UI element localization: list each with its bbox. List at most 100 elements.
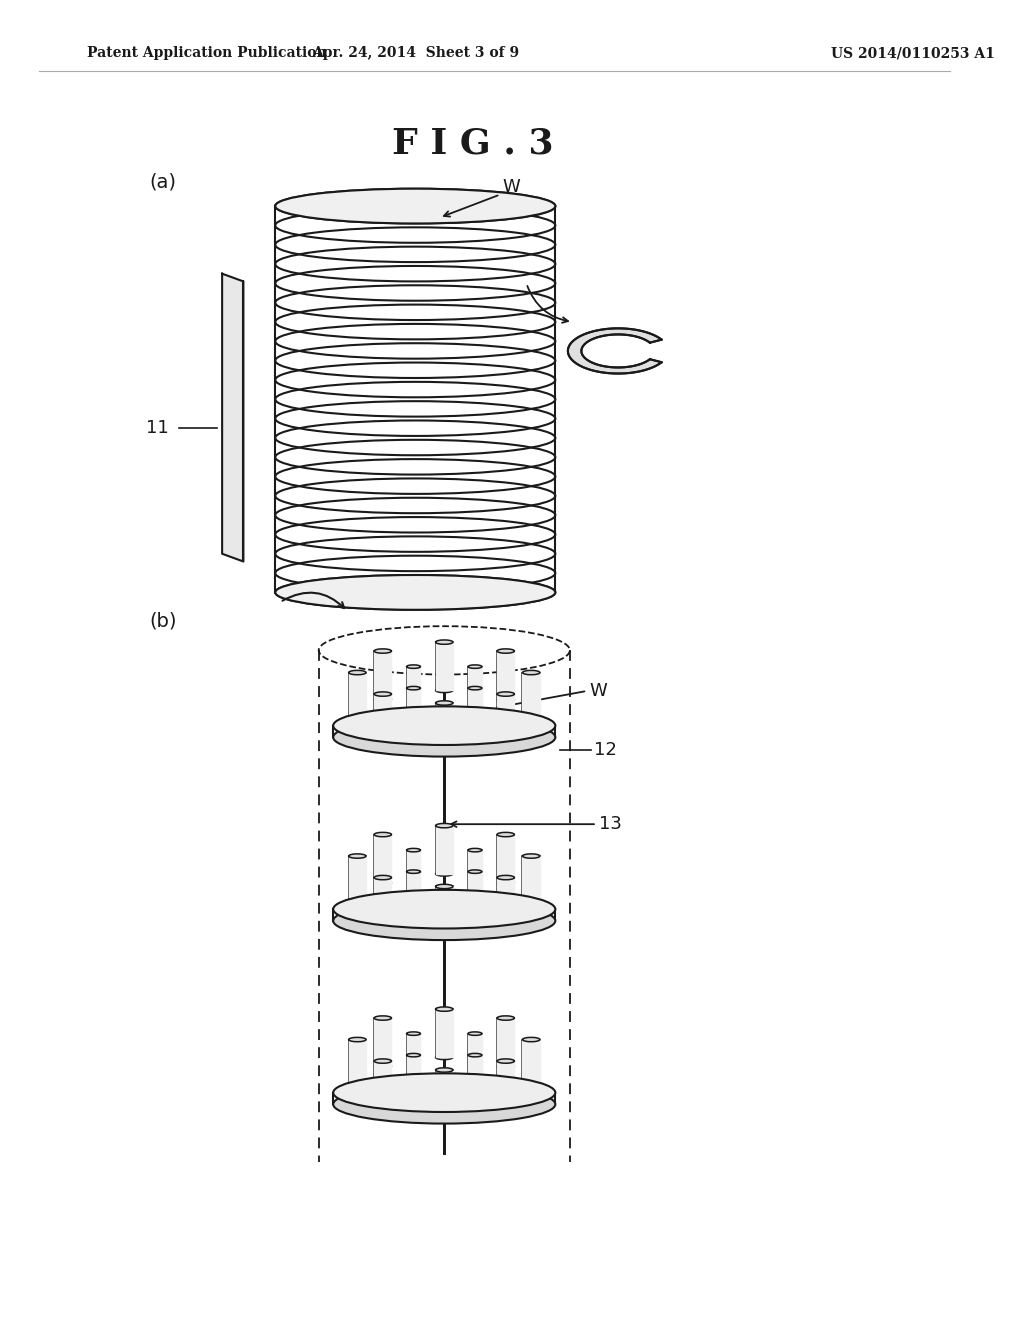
Ellipse shape [348,1085,366,1090]
Ellipse shape [522,902,540,907]
Polygon shape [222,273,244,561]
Polygon shape [468,688,482,731]
Ellipse shape [435,688,453,693]
Ellipse shape [435,640,453,644]
Ellipse shape [435,871,453,876]
Ellipse shape [407,1097,421,1101]
Polygon shape [497,834,514,883]
Ellipse shape [497,880,514,884]
Polygon shape [568,329,662,374]
Text: 13: 13 [599,816,622,833]
Ellipse shape [435,1007,453,1011]
Ellipse shape [468,1097,482,1101]
Ellipse shape [407,870,421,874]
Ellipse shape [407,1032,421,1035]
Text: (b): (b) [150,612,177,631]
Polygon shape [497,1061,514,1109]
Ellipse shape [333,902,555,940]
Ellipse shape [435,933,453,937]
Ellipse shape [435,1055,453,1060]
Polygon shape [348,857,366,904]
Ellipse shape [374,1064,391,1068]
Ellipse shape [497,692,514,696]
Text: Apr. 24, 2014  Sheet 3 of 9: Apr. 24, 2014 Sheet 3 of 9 [311,46,519,61]
Ellipse shape [522,1085,540,1090]
Ellipse shape [468,730,482,734]
Polygon shape [468,1034,482,1077]
Ellipse shape [374,833,391,837]
Polygon shape [407,1034,421,1077]
Ellipse shape [348,671,366,675]
Ellipse shape [522,1038,540,1041]
Ellipse shape [497,1107,514,1111]
Ellipse shape [435,884,453,888]
Ellipse shape [374,741,391,744]
Ellipse shape [374,880,391,884]
Ellipse shape [522,718,540,723]
Polygon shape [468,667,482,710]
Text: 11: 11 [146,420,169,437]
Polygon shape [522,857,540,904]
Ellipse shape [374,1059,391,1063]
Polygon shape [435,825,453,874]
Polygon shape [522,673,540,721]
Polygon shape [374,1018,391,1067]
Ellipse shape [374,924,391,928]
Ellipse shape [275,189,555,223]
Ellipse shape [407,1076,421,1078]
Ellipse shape [407,665,421,668]
Polygon shape [407,871,421,915]
Ellipse shape [468,870,482,874]
Polygon shape [407,667,421,710]
Ellipse shape [497,697,514,701]
Ellipse shape [333,1085,555,1123]
Polygon shape [468,1055,482,1098]
Ellipse shape [348,854,366,858]
Ellipse shape [468,1032,482,1035]
Ellipse shape [333,890,555,928]
Ellipse shape [374,1107,391,1111]
Polygon shape [374,1061,391,1109]
Polygon shape [497,1018,514,1067]
Polygon shape [522,1040,540,1088]
Polygon shape [435,1008,453,1057]
Ellipse shape [374,875,391,879]
Ellipse shape [497,1016,514,1020]
Ellipse shape [374,697,391,701]
Polygon shape [497,694,514,742]
Text: 12: 12 [594,741,616,759]
Ellipse shape [439,664,450,669]
Polygon shape [468,850,482,894]
Ellipse shape [407,730,421,734]
Ellipse shape [468,686,482,690]
Ellipse shape [348,718,366,723]
Ellipse shape [468,1076,482,1078]
Ellipse shape [497,1064,514,1068]
Ellipse shape [497,833,514,837]
Ellipse shape [407,686,421,690]
Ellipse shape [435,1117,453,1121]
Text: Patent Application Publication: Patent Application Publication [87,46,327,61]
Polygon shape [497,651,514,700]
Polygon shape [497,878,514,925]
Ellipse shape [348,902,366,907]
Ellipse shape [468,913,482,917]
Ellipse shape [333,718,555,756]
Ellipse shape [435,748,453,754]
Ellipse shape [407,1053,421,1057]
Polygon shape [374,878,391,925]
Polygon shape [435,1071,453,1118]
Ellipse shape [497,741,514,744]
Text: W: W [502,178,520,195]
Polygon shape [407,850,421,894]
Polygon shape [348,673,366,721]
Polygon shape [407,1055,421,1098]
Ellipse shape [522,854,540,858]
Polygon shape [468,871,482,915]
Ellipse shape [497,1059,514,1063]
Ellipse shape [374,1016,391,1020]
Ellipse shape [468,1053,482,1057]
Ellipse shape [435,824,453,828]
Polygon shape [374,694,391,742]
Polygon shape [435,704,453,751]
